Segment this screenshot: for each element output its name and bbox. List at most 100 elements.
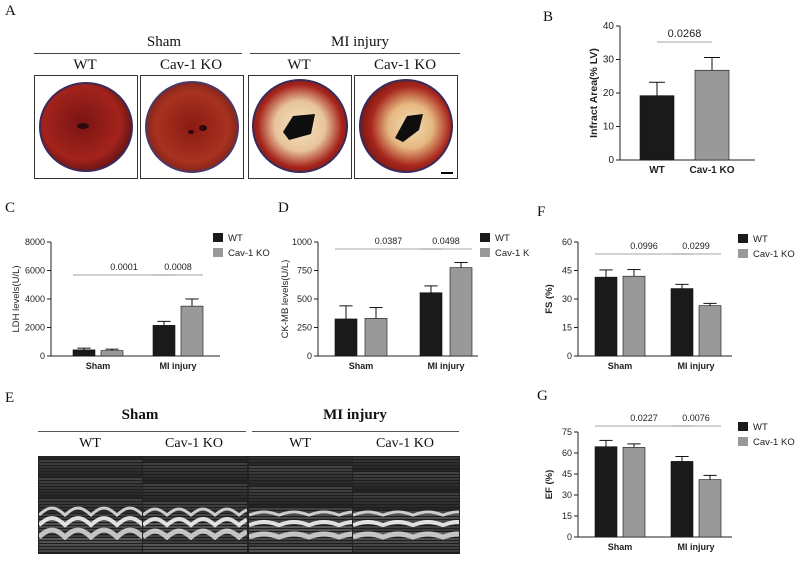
legend-label: WT xyxy=(495,233,510,244)
legend-swatch xyxy=(738,422,748,431)
p-value-label: 0.0387 xyxy=(375,236,403,246)
y-tick-label: 1000 xyxy=(292,237,312,247)
y-tick-label: 30 xyxy=(562,490,572,500)
x-tick-label: Sham xyxy=(608,361,633,371)
legend-swatch xyxy=(480,248,490,257)
p-value-label: 0.0299 xyxy=(682,241,710,251)
bar xyxy=(670,288,694,357)
p-value-label: 0.0076 xyxy=(682,413,710,423)
y-tick-label: 4000 xyxy=(25,294,45,304)
p-value-label: 0.0996 xyxy=(630,241,658,251)
x-tick-label: MI injury xyxy=(677,542,714,552)
y-tick-label: 30 xyxy=(562,294,572,304)
y-tick-label: 45 xyxy=(562,469,572,479)
bar xyxy=(622,447,646,538)
legend-label: WT xyxy=(753,422,768,433)
y-tick-label: 30 xyxy=(603,55,615,66)
panel-label-a: A xyxy=(5,3,16,19)
echo-group-mi: MI injury xyxy=(323,407,387,423)
tissue-sham-divider xyxy=(34,53,242,54)
echo-image xyxy=(248,456,354,554)
panel-label-b: B xyxy=(543,9,554,25)
bar xyxy=(639,95,675,161)
echo-col-label: WT xyxy=(79,436,101,451)
chart-infarct-area: 0 10 20 30 40 Infract Area(% LV) WT Cav-1 KO 0.0… xyxy=(588,21,755,176)
chart-ldh: 0 2000 4000 6000 8000 LDH levels(U/L) Sham MI i… xyxy=(11,233,270,371)
p-value-label: 0.0268 xyxy=(668,28,702,40)
x-tick-label: MI injury xyxy=(159,361,196,371)
tissue-group-mi: MI injury xyxy=(331,34,389,50)
y-axis-label: LDH levels(U/L) xyxy=(11,265,22,332)
tissue-col-label: WT xyxy=(73,57,97,73)
legend-label: WT xyxy=(228,233,243,244)
y-tick-label: 15 xyxy=(562,323,572,333)
tissue-group-sham: Sham xyxy=(146,34,182,50)
bar xyxy=(180,305,204,357)
bar xyxy=(152,325,176,357)
y-tick-label: 500 xyxy=(297,294,312,304)
panel-label-d: D xyxy=(278,200,289,216)
legend-swatch xyxy=(213,233,223,242)
x-tick-label: Cav-1 KO xyxy=(689,165,734,176)
y-tick-label: 75 xyxy=(562,427,572,437)
y-tick-label: 60 xyxy=(562,237,572,247)
x-tick-label: MI injury xyxy=(677,361,714,371)
echo-mi-divider xyxy=(252,431,459,432)
p-value-label: 0.0008 xyxy=(164,262,192,272)
echo-image xyxy=(38,456,144,554)
bar xyxy=(694,69,730,161)
y-tick-label: 45 xyxy=(562,266,572,276)
tissue-col-label: Cav-1 KO xyxy=(159,57,223,73)
chart-ckmb: 0 250 500 750 1000 CK-MB levels(U/L) Sham MI in… xyxy=(280,233,530,371)
x-tick-label: Sham xyxy=(608,542,633,552)
chart-ef: 0 15 30 45 60 75 EF (%) Sham MI injury 0.0227 0.00… xyxy=(544,413,795,552)
bar xyxy=(72,349,96,357)
echo-sham-divider xyxy=(38,431,246,432)
y-tick-label: 750 xyxy=(297,266,312,276)
x-tick-label: MI injury xyxy=(427,361,464,371)
y-axis-label: CK-MB levels(U/L) xyxy=(280,260,291,339)
legend-swatch xyxy=(738,234,748,243)
panel-label-g: G xyxy=(537,388,548,404)
y-tick-label: 10 xyxy=(603,122,615,133)
legend-label: Cav-1 KO xyxy=(495,248,530,259)
y-tick-label: 8000 xyxy=(25,237,45,247)
bar xyxy=(449,267,473,357)
y-tick-label: 20 xyxy=(603,88,615,99)
legend-label: Cav-1 KO xyxy=(753,249,795,260)
panel-label-e: E xyxy=(5,390,15,406)
bar xyxy=(698,305,722,357)
y-tick-label: 0 xyxy=(567,532,572,542)
echo-image xyxy=(142,456,248,554)
bar xyxy=(594,446,618,538)
bar xyxy=(419,292,443,357)
bar xyxy=(698,479,722,538)
y-tick-label: 0 xyxy=(608,155,614,166)
p-value-label: 0.0498 xyxy=(432,236,460,246)
tissue-mi-divider xyxy=(250,53,460,54)
y-axis-label: FS (%) xyxy=(544,284,555,314)
bar xyxy=(670,461,694,538)
chart-fs: 0 15 30 45 60 FS (%) Sham MI injury 0.0996 0.0299… xyxy=(544,234,795,371)
bar xyxy=(594,276,618,357)
legend-label: Cav-1 KO xyxy=(753,437,795,448)
panel-label-c: C xyxy=(5,200,16,216)
bar xyxy=(364,318,388,357)
legend-swatch xyxy=(480,233,490,242)
echo-col-label: Cav-1 KO xyxy=(376,436,434,451)
p-value-label: 0.0227 xyxy=(630,413,658,423)
bar xyxy=(334,318,358,357)
y-tick-label: 2000 xyxy=(25,323,45,333)
tissue-col-label: WT xyxy=(287,57,311,73)
y-tick-label: 0 xyxy=(567,351,572,361)
heart-image-mi-wt xyxy=(248,75,352,179)
tissue-col-label: Cav-1 KO xyxy=(373,57,437,73)
echo-image xyxy=(352,456,460,554)
heart-image-sham-wt xyxy=(34,75,138,179)
y-tick-label: 250 xyxy=(297,323,312,333)
x-tick-label: WT xyxy=(649,165,665,176)
legend-swatch xyxy=(213,248,223,257)
legend-label: Cav-1 KO xyxy=(228,248,270,259)
y-tick-label: 6000 xyxy=(25,266,45,276)
y-tick-label: 60 xyxy=(562,448,572,458)
